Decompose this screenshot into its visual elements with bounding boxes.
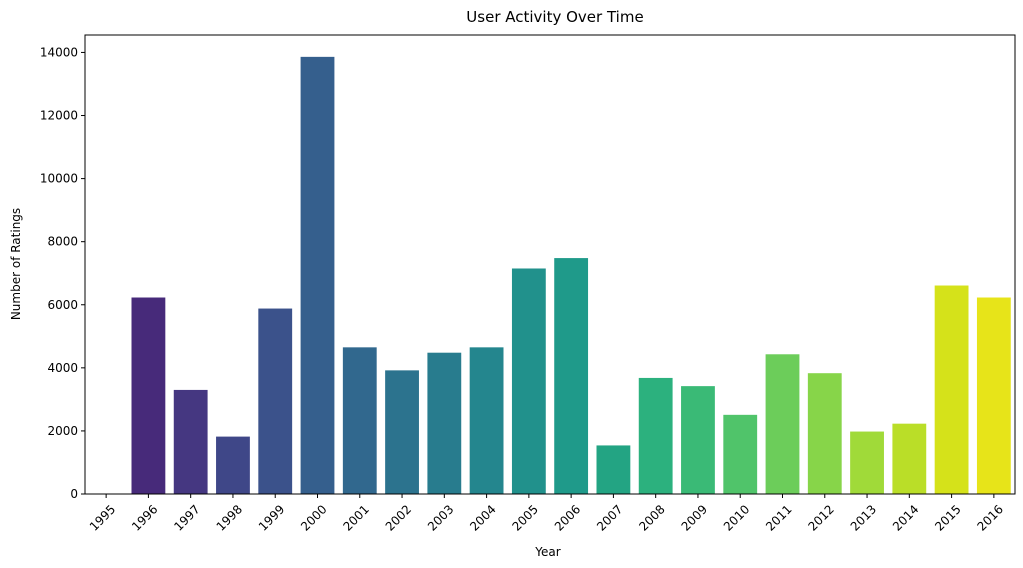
x-tick-label-1998: 1998 [214,502,245,533]
y-tick-label-14000: 14000 [40,45,78,59]
bar-2005 [511,268,546,494]
y-axis: 0 2000 4000 6000 8000 10000 12000 14000 [40,45,85,501]
bar-2003 [427,352,462,494]
x-tick-label-2012: 2012 [805,502,836,533]
bar-2004 [469,347,504,494]
bar-2006 [554,258,589,494]
x-tick-label-2013: 2013 [848,502,879,533]
bar-2016 [976,297,1011,494]
bar-2014 [892,423,927,494]
bar-2010 [723,414,758,494]
bar-1998 [216,436,250,494]
x-tick-label-2002: 2002 [383,502,414,533]
x-tick-label-2001: 2001 [340,502,371,533]
x-tick-label-2004: 2004 [467,502,498,533]
bar-1996 [131,297,166,494]
x-tick-label-1995: 1995 [87,502,118,533]
x-tick-label-2016: 2016 [975,502,1006,533]
bar-1997 [173,389,208,494]
x-axis-label: Year [534,545,560,559]
x-tick-label-2006: 2006 [552,502,583,533]
y-tick-label-8000: 8000 [47,235,78,249]
bar-1999 [258,308,293,494]
bar-2009 [681,386,715,494]
bar-2013 [850,431,884,494]
bar-2002 [385,370,419,494]
plot-frame [84,34,1016,495]
x-tick-label-2003: 2003 [425,502,456,533]
x-tick-label-2007: 2007 [594,502,625,533]
y-tick-label-0: 0 [70,487,78,501]
bar-2015 [934,285,969,494]
y-tick-label-4000: 4000 [47,361,78,375]
x-axis: 1995 1996 1997 1998 1999 2000 2001 2002 2003 2004… [87,494,1006,534]
y-tick-label-12000: 12000 [40,109,78,123]
chart-title: User Activity Over Time [466,8,643,26]
bar-2000 [300,56,335,495]
x-tick-label-2010: 2010 [721,502,752,533]
x-tick-label-2008: 2008 [636,502,667,533]
bar-2001 [342,347,377,494]
y-tick-label-2000: 2000 [47,424,78,438]
bar-2012 [807,373,842,494]
x-tick-label-2011: 2011 [763,502,794,533]
x-tick-label-1999: 1999 [256,502,287,533]
bar-2011 [765,354,800,494]
bar-2008 [638,377,673,494]
x-tick-label-2005: 2005 [510,502,541,533]
y-tick-label-6000: 6000 [47,298,78,312]
bar-2007 [596,445,631,494]
x-tick-label-2009: 2009 [679,502,710,533]
x-tick-label-1996: 1996 [129,502,160,533]
x-tick-label-2015: 2015 [932,502,963,533]
y-tick-label-10000: 10000 [40,172,78,186]
y-axis-label: Number of Ratings [9,208,23,320]
x-tick-label-1997: 1997 [171,502,202,533]
x-tick-label-2014: 2014 [890,502,921,533]
x-tick-label-2000: 2000 [298,502,329,533]
bars-group [89,56,1011,495]
